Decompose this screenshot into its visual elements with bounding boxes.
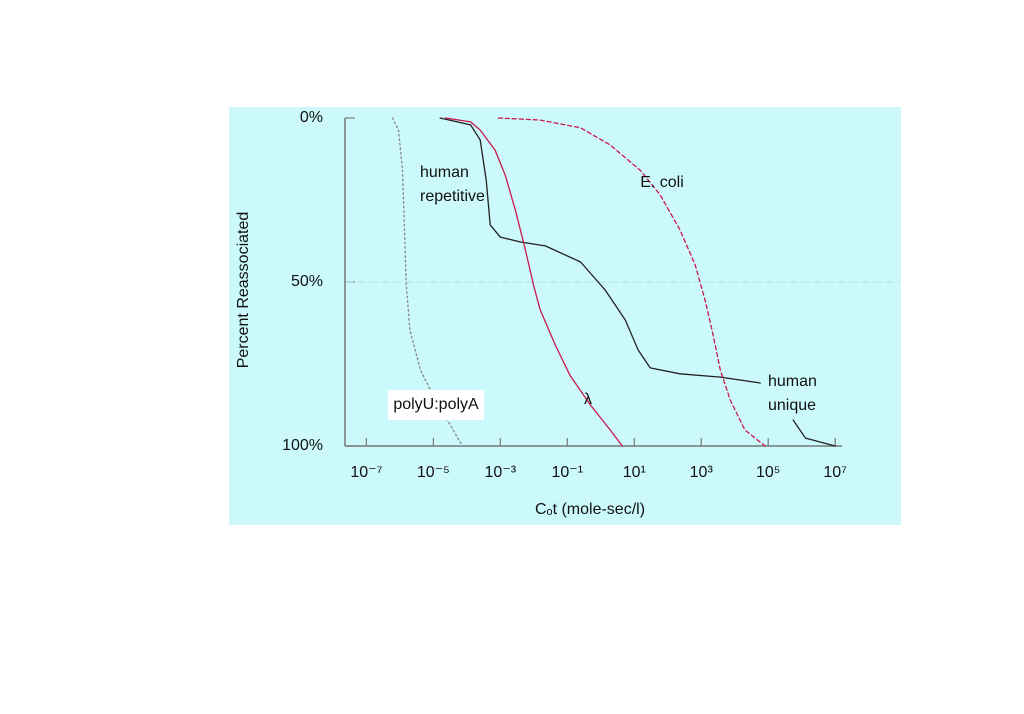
annotation: unique (768, 397, 816, 414)
x-tick-label: 10⁻⁵ (417, 464, 450, 481)
annotation: human (768, 373, 817, 390)
label-box (388, 390, 484, 420)
annotation: repetitive (420, 188, 485, 205)
annotation: human (420, 164, 469, 181)
x-tick-label: 10⁷ (823, 464, 847, 481)
x-tick-label: 10³ (690, 464, 714, 481)
x-tick-label: 10⁻⁷ (350, 464, 382, 481)
x-tick-label: 10⁵ (756, 464, 780, 481)
x-tick-label: 10⁻³ (485, 464, 517, 481)
y-tick-label: 0% (300, 109, 323, 126)
chart-panel (229, 107, 901, 525)
series-label: E. coli (640, 174, 684, 191)
x-tick-label: 10⁻¹ (551, 464, 583, 481)
y-tick-label: 100% (282, 437, 323, 454)
x-tick-label: 10¹ (623, 464, 646, 481)
series-line (497, 117, 766, 447)
series-label: polyU:polyA (393, 396, 479, 413)
y-axis-title: Percent Reassociated (235, 212, 252, 369)
series-line (444, 117, 623, 447)
x-axis-title: Cₒt (mole-sec/l) (535, 501, 645, 518)
series-line (439, 117, 836, 447)
series-label: λ (584, 391, 592, 408)
y-tick-label: 50% (291, 273, 323, 290)
